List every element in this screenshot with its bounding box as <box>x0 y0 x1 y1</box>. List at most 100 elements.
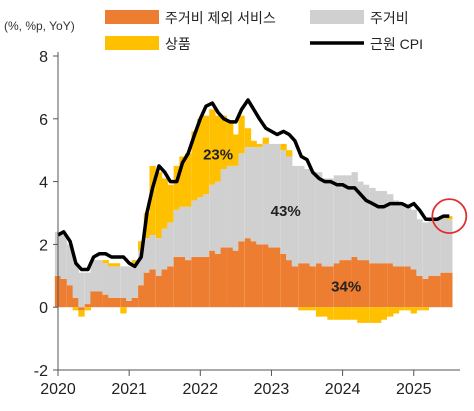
goods-bar <box>108 263 115 267</box>
housing-bar <box>102 263 109 295</box>
housing-bar <box>227 165 234 248</box>
services-ex-housing-bar <box>357 260 364 308</box>
housing-bar <box>446 219 453 273</box>
x-tick-label: 2020 <box>40 381 76 398</box>
services-ex-housing-bar <box>333 263 341 308</box>
housing-bar <box>315 172 323 264</box>
goods-bar <box>262 137 269 144</box>
housing-bar <box>72 263 79 298</box>
services-ex-housing-bar <box>398 266 405 308</box>
services-ex-housing-bar <box>197 256 204 308</box>
services-ex-housing-bar <box>309 266 316 308</box>
goods-bar <box>113 263 121 267</box>
housing-bar <box>380 191 388 264</box>
goods-bar <box>250 140 257 148</box>
housing-bar <box>220 169 227 248</box>
services-ex-housing-bar <box>102 294 109 308</box>
x-tick-label: 2025 <box>396 381 432 398</box>
goods-bar <box>369 307 376 323</box>
housing-bar <box>90 260 97 292</box>
goods-bar <box>220 115 227 170</box>
goods-bar <box>197 118 204 198</box>
latest-value-highlight-circle <box>431 198 468 235</box>
housing-bar <box>339 175 346 261</box>
services-ex-housing-bar <box>227 247 234 308</box>
housing-bar <box>398 203 405 267</box>
services-ex-housing-bar <box>214 253 222 308</box>
housing-bar <box>291 165 299 267</box>
y-tick-label: 4 <box>39 175 48 192</box>
services-ex-housing-bar <box>167 266 174 308</box>
housing-bar <box>410 209 417 270</box>
housing-bar <box>138 250 145 286</box>
housing-bar <box>197 197 204 257</box>
housing-bar <box>345 175 352 261</box>
goods-bar <box>238 115 245 154</box>
legend: 주거비 제외 서비스 주거비 상품 근원 CPI <box>105 10 423 52</box>
housing-bar <box>309 172 316 267</box>
services-ex-housing-bar <box>303 263 311 308</box>
services-ex-housing-bar <box>125 300 133 308</box>
services-ex-housing-bar <box>113 297 121 308</box>
legend-swatch-services <box>105 10 159 24</box>
housing-bar <box>256 147 263 245</box>
housing-bar <box>173 209 180 257</box>
services-ex-housing-bar <box>375 263 382 308</box>
services-ex-housing-bar <box>131 297 139 308</box>
core-cpi-line <box>57 98 450 272</box>
services-ex-housing-bar <box>66 285 74 308</box>
share-annotation: 43% <box>271 203 301 220</box>
housing-bar <box>298 165 305 264</box>
goods-bar <box>173 165 180 210</box>
housing-bar <box>209 184 216 251</box>
share-annotation: 34% <box>331 279 361 296</box>
housing-bar <box>387 194 394 264</box>
goods-bar <box>309 307 316 311</box>
goods-bar <box>327 307 334 320</box>
housing-bar <box>202 194 210 257</box>
goods-bar <box>102 260 109 264</box>
goods-bar <box>298 307 305 311</box>
housing-bar <box>60 234 67 279</box>
axes: -2 0 2 4 6 8 2020 2021 2022 2023 2024 2025 <box>34 49 460 398</box>
housing-bar <box>357 181 364 261</box>
y-tick-label: 8 <box>39 49 48 66</box>
goods-bar <box>410 307 417 314</box>
goods-bar <box>357 307 364 323</box>
housing-bar <box>422 222 430 279</box>
goods-bar <box>256 143 263 148</box>
housing-bar <box>327 178 334 267</box>
goods-bar <box>362 307 370 323</box>
x-tick-label: 2021 <box>111 381 147 398</box>
housing-bar <box>416 219 423 276</box>
services-ex-housing-bar <box>161 269 168 308</box>
services-ex-housing-bar <box>191 256 198 308</box>
services-ex-housing-bar <box>345 260 352 308</box>
services-ex-housing-bar <box>422 278 430 308</box>
goods-bar <box>155 172 163 239</box>
housing-bar <box>120 266 127 298</box>
services-ex-housing-bar <box>256 244 263 308</box>
housing-bar <box>303 169 311 264</box>
share-annotation: 23% <box>203 147 233 164</box>
housing-bar <box>131 263 139 298</box>
housing-bar <box>191 200 198 257</box>
goods-bar <box>179 156 186 207</box>
housing-bar <box>125 266 133 301</box>
services-ex-housing-bar <box>404 266 412 308</box>
housing-bar <box>232 165 240 251</box>
x-tick-label: 2022 <box>183 381 219 398</box>
services-ex-housing-bar <box>327 266 334 308</box>
housing-bar <box>179 206 186 257</box>
housing-bar <box>375 191 382 264</box>
services-ex-housing-bar <box>339 260 346 308</box>
housing-bar <box>155 238 163 276</box>
services-ex-housing-bar <box>416 275 423 308</box>
services-ex-housing-bar <box>321 266 328 308</box>
housing-bar <box>351 172 358 257</box>
services-ex-housing-bar <box>315 263 323 308</box>
housing-bar <box>84 272 92 305</box>
services-ex-housing-bar <box>108 297 115 308</box>
housing-bar <box>244 147 252 239</box>
goods-bar <box>202 115 210 195</box>
